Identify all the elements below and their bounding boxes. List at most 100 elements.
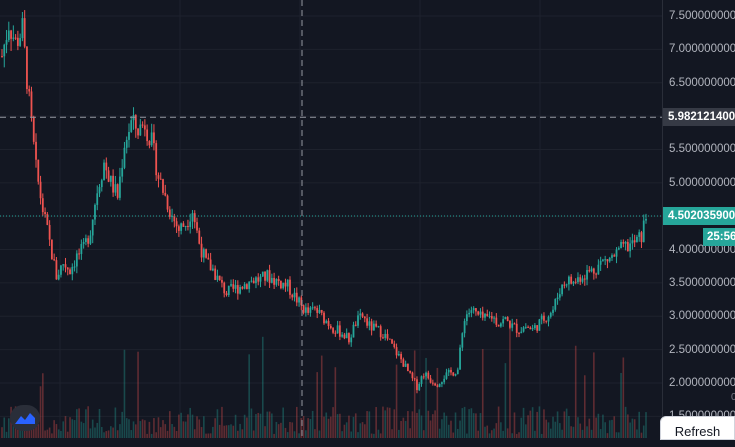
volume-bar [121, 411, 123, 438]
volume-bar [71, 419, 74, 438]
volume-bar [509, 328, 511, 438]
candle-body [284, 282, 287, 287]
candle-body [511, 323, 514, 328]
volume-bar [491, 430, 493, 438]
price-tick-label: 3.5000000000 [669, 276, 735, 289]
volume-bar [418, 409, 421, 438]
crosshair-price-label: 5.9821214000 [663, 108, 735, 127]
volume-bar [549, 428, 552, 438]
price-tick-label: 3.0000000000 [669, 310, 735, 323]
price-scale[interactable]: 7.50000000007.00000000006.50000000006.00… [662, 0, 735, 438]
candle-body [431, 382, 434, 384]
candle-body [418, 383, 421, 391]
candle-body [543, 315, 545, 321]
volume-bar [617, 432, 620, 438]
candle-body [119, 176, 121, 198]
volume-bar [39, 386, 42, 438]
candle-body [597, 264, 600, 275]
volume-bar [429, 420, 432, 438]
candle-body [384, 333, 387, 338]
volume-bar [330, 416, 332, 438]
candle-body [577, 277, 579, 283]
candle-body [295, 292, 298, 303]
volume-bar [339, 413, 341, 438]
volume-bar [37, 423, 40, 438]
candle-body [89, 235, 92, 244]
volume-bar [608, 420, 611, 438]
volume-bar [445, 415, 448, 438]
candle-body [141, 124, 144, 126]
volume-bar [468, 409, 470, 438]
volume-bar [107, 430, 110, 438]
candle-body [325, 320, 328, 324]
candle-body [44, 212, 46, 215]
volume-bar [128, 419, 130, 438]
volume-bar [46, 429, 49, 438]
candle-body [529, 327, 532, 330]
volume-bar [563, 411, 566, 438]
candle-body [307, 307, 310, 313]
volume-bar [100, 426, 103, 438]
refresh-button[interactable]: Refresh [660, 416, 735, 440]
volume-bar [314, 429, 316, 438]
volume-bar [171, 423, 173, 438]
volume-bar [454, 412, 457, 438]
candle-body [30, 91, 33, 118]
candle-body [393, 343, 396, 348]
candle-body [48, 224, 51, 240]
tradingview-logo-icon[interactable] [10, 405, 40, 431]
candle-body [114, 184, 117, 193]
candle-body [361, 313, 364, 317]
volume-bar [196, 416, 198, 438]
volume-bar [144, 420, 146, 438]
volume-bar [130, 430, 133, 438]
candle-body [109, 175, 112, 182]
candle-body [452, 372, 455, 376]
volume-bar [357, 432, 359, 438]
candle-body [454, 374, 457, 376]
volume-bar [286, 432, 289, 438]
candle-body [64, 264, 67, 268]
volume-bar [341, 431, 343, 438]
candle-body [130, 120, 133, 132]
chart-pane[interactable] [0, 0, 662, 438]
candle-body [642, 220, 645, 243]
candle-body [447, 369, 450, 373]
candle-body [243, 284, 246, 289]
volume-bar [481, 349, 484, 438]
volume-bar [583, 375, 586, 438]
candle-body [14, 37, 17, 39]
volume-bar [141, 419, 144, 438]
price-tick-label: 2.5000000000 [669, 343, 735, 356]
volume-bar [606, 433, 609, 438]
candle-body [270, 277, 273, 283]
candle-body [50, 239, 53, 260]
candle-body [23, 18, 26, 47]
volume-bar [384, 410, 387, 438]
candle-body [554, 299, 557, 310]
candle-body [486, 313, 489, 317]
volume-bar [191, 414, 194, 438]
volume-bar [162, 420, 164, 438]
candle-body [481, 311, 484, 318]
volume-bar [166, 430, 169, 438]
volume-bar [416, 412, 418, 438]
volume-bar [320, 355, 323, 438]
candle-body [583, 278, 586, 280]
candle-body [277, 278, 280, 282]
candle-body [32, 117, 35, 142]
candle-body [155, 143, 158, 176]
candle-body [182, 223, 185, 227]
volume-bar [361, 422, 364, 438]
price-chart[interactable] [0, 0, 662, 438]
candle-body [320, 310, 323, 313]
candle-body [26, 46, 28, 90]
volume-bar [486, 425, 489, 438]
candle-body [382, 337, 384, 339]
candle-body [164, 192, 167, 196]
volume-bar [400, 420, 402, 438]
volume-bar [354, 413, 357, 438]
bar-countdown-label: 25:56 [703, 228, 735, 247]
candle-body [626, 241, 629, 252]
volume-bar [155, 432, 157, 438]
